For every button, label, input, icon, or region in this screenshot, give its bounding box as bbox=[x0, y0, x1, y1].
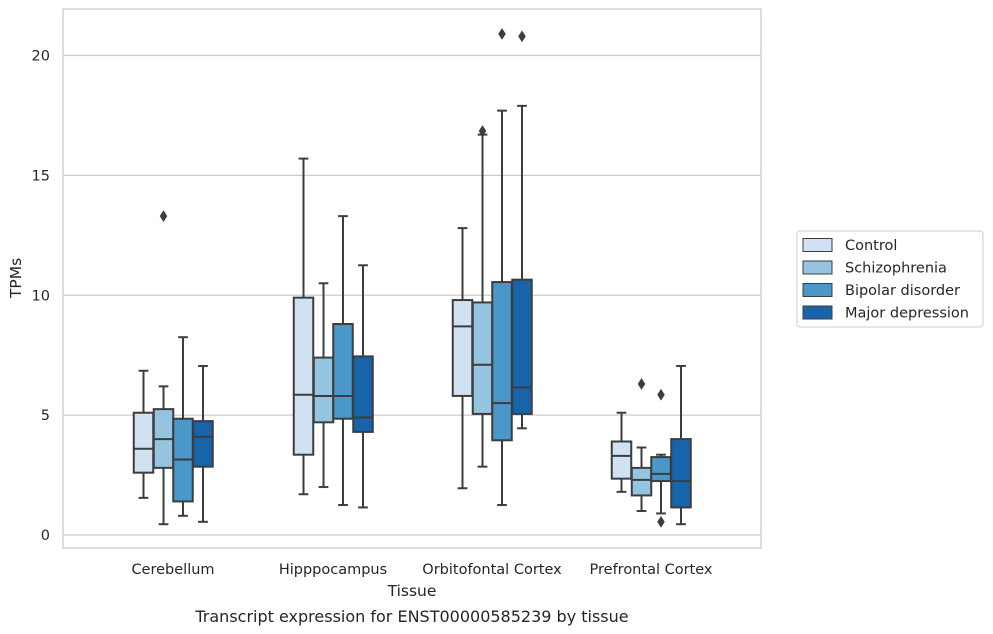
box-iqr bbox=[312, 356, 335, 424]
legend-swatch bbox=[802, 238, 833, 252]
box-3-0 bbox=[610, 411, 633, 493]
box-0-0 bbox=[132, 369, 155, 499]
box-iqr bbox=[192, 420, 214, 468]
box-2-2 bbox=[491, 27, 513, 507]
outlier-point bbox=[657, 515, 665, 528]
box-1-3 bbox=[352, 264, 374, 509]
y-tick-label: 10 bbox=[32, 288, 50, 304]
box-iqr bbox=[650, 456, 672, 483]
gridlines bbox=[63, 54, 761, 536]
y-tick-label: 0 bbox=[41, 528, 50, 544]
y-axis-label: TPMs bbox=[7, 258, 25, 299]
legend-swatch bbox=[802, 260, 833, 275]
box-0-3 bbox=[192, 364, 214, 523]
box-3-3 bbox=[670, 364, 692, 526]
box-2-1 bbox=[471, 125, 494, 468]
box-2-0 bbox=[451, 227, 474, 490]
box-iqr bbox=[491, 281, 513, 442]
box-iqr bbox=[670, 438, 692, 509]
x-axis-label: Tissue bbox=[387, 582, 437, 600]
legend-label: Control bbox=[845, 238, 897, 254]
legend-item: Control bbox=[802, 238, 897, 254]
y-tick-labels: 0 5 10 15 20 bbox=[32, 49, 50, 545]
chart-caption: Transcript expression for ENST0000058523… bbox=[194, 607, 628, 626]
box-iqr bbox=[511, 278, 533, 415]
box-1-2 bbox=[332, 215, 354, 507]
box-iqr bbox=[471, 301, 494, 415]
outlier-point bbox=[518, 30, 526, 43]
x-tick-label: Prefrontal Cortex bbox=[590, 562, 713, 578]
outlier-point bbox=[478, 125, 487, 137]
legend: Control Schizophrenia Bipolar disorder Majo… bbox=[796, 230, 984, 328]
legend-label: Major depression bbox=[845, 306, 969, 322]
box-0-1 bbox=[152, 210, 175, 526]
x-tick-label: Hipppocampus bbox=[279, 562, 387, 578]
box-iqr bbox=[451, 299, 474, 397]
legend-item: Major depression bbox=[802, 305, 969, 322]
legend-label: Schizophrenia bbox=[845, 261, 947, 277]
box-1-0 bbox=[292, 157, 315, 496]
box-iqr bbox=[132, 411, 155, 474]
legend-swatch bbox=[802, 283, 833, 297]
plot-frame bbox=[62, 8, 762, 549]
box-3-2 bbox=[650, 388, 672, 528]
x-tick-label: Orbitofontal Cortex bbox=[422, 562, 562, 578]
box-iqr bbox=[610, 440, 633, 480]
legend-frame bbox=[796, 230, 984, 328]
box-0-2 bbox=[172, 336, 194, 517]
legend-swatch bbox=[802, 305, 833, 320]
box-iqr bbox=[630, 466, 653, 497]
outlier-point bbox=[498, 27, 506, 40]
legend-label: Bipolar disorder bbox=[845, 283, 960, 299]
box-1-1 bbox=[312, 282, 335, 489]
y-tick-label: 20 bbox=[32, 49, 50, 65]
x-tick-labels: Cerebellum Hipppocampus Orbitofontal Corte… bbox=[131, 562, 712, 578]
legend-item: Schizophrenia bbox=[802, 260, 947, 277]
outlier-point bbox=[637, 377, 646, 390]
box-iqr bbox=[352, 355, 374, 433]
box-iqr bbox=[332, 323, 354, 420]
legend-item: Bipolar disorder bbox=[802, 283, 960, 299]
x-tick-label: Cerebellum bbox=[131, 562, 214, 578]
box-iqr bbox=[292, 296, 315, 456]
box-2-3 bbox=[511, 30, 533, 430]
outlier-point bbox=[657, 388, 665, 401]
box-3-1 bbox=[630, 377, 653, 513]
y-tick-label: 15 bbox=[32, 168, 50, 184]
y-tick-label: 5 bbox=[41, 408, 50, 424]
boxes bbox=[132, 27, 692, 528]
outlier-point bbox=[159, 210, 168, 223]
